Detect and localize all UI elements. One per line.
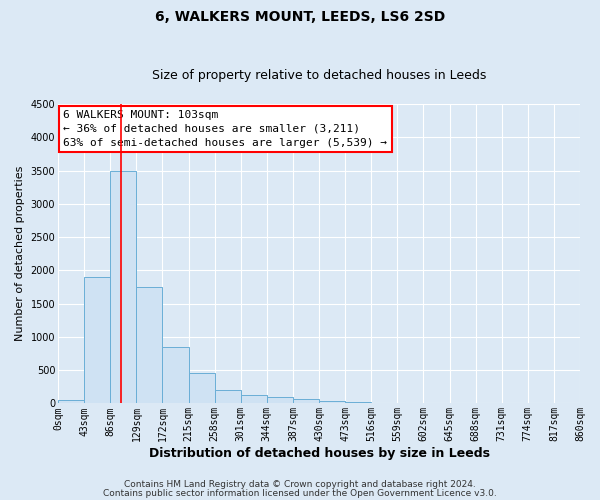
Bar bbox=[241, 395, 267, 404]
Text: Contains public sector information licensed under the Open Government Licence v3: Contains public sector information licen… bbox=[103, 488, 497, 498]
Bar bbox=[58, 400, 84, 404]
Y-axis label: Number of detached properties: Number of detached properties bbox=[15, 166, 25, 342]
Bar bbox=[136, 287, 163, 404]
Text: 6, WALKERS MOUNT, LEEDS, LS6 2SD: 6, WALKERS MOUNT, LEEDS, LS6 2SD bbox=[155, 10, 445, 24]
Bar bbox=[267, 397, 293, 404]
X-axis label: Distribution of detached houses by size in Leeds: Distribution of detached houses by size … bbox=[149, 447, 490, 460]
Text: 6 WALKERS MOUNT: 103sqm
← 36% of detached houses are smaller (3,211)
63% of semi: 6 WALKERS MOUNT: 103sqm ← 36% of detache… bbox=[64, 110, 388, 148]
Bar bbox=[215, 390, 241, 404]
Title: Size of property relative to detached houses in Leeds: Size of property relative to detached ho… bbox=[152, 69, 486, 82]
Bar bbox=[293, 400, 319, 404]
Bar bbox=[319, 401, 345, 404]
Bar bbox=[345, 402, 371, 404]
Text: Contains HM Land Registry data © Crown copyright and database right 2024.: Contains HM Land Registry data © Crown c… bbox=[124, 480, 476, 489]
Bar bbox=[84, 277, 110, 404]
Bar bbox=[163, 347, 188, 404]
Bar bbox=[371, 403, 397, 404]
Bar bbox=[110, 170, 136, 404]
Bar bbox=[188, 374, 215, 404]
